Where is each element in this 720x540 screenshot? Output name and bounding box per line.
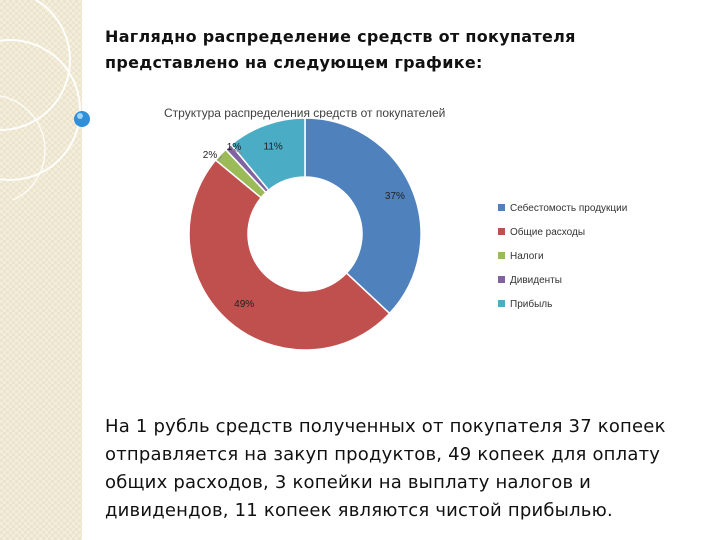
legend-swatch xyxy=(498,300,505,307)
legend-swatch xyxy=(498,252,505,259)
doughnut-slice xyxy=(188,159,391,351)
chart-legend: Себестомость продукции Общие расходы Налог… xyxy=(498,202,627,310)
legend-label: Налоги xyxy=(510,251,544,262)
slice-label: 37% xyxy=(385,191,405,202)
slide-heading: Наглядно распределение средств от покупа… xyxy=(105,27,576,72)
leader-line xyxy=(217,155,223,162)
legend-swatch xyxy=(498,204,505,211)
legend-label: Общие расходы xyxy=(510,226,585,238)
slice-label: 49% xyxy=(234,299,254,310)
chart-slices xyxy=(188,117,422,351)
legend-label: Прибыль xyxy=(510,298,552,310)
decorative-side-panel xyxy=(0,0,82,540)
slice-label: 2% xyxy=(203,150,218,161)
chart-title: Структура распределения средств от покуп… xyxy=(164,106,445,120)
chart-slice-labels: 37% 49% 2% 1% 11% xyxy=(203,142,405,310)
slice-label: 1% xyxy=(227,142,242,153)
decorative-circles xyxy=(0,0,90,200)
blue-dot-icon xyxy=(74,111,90,127)
legend-label: Себестомость продукции xyxy=(510,202,627,214)
slide-body-text: На 1 рубль средств полученных от покупат… xyxy=(105,416,666,521)
doughnut-chart: Структура распределения средств от покуп… xyxy=(164,106,627,351)
legend-label: Дивиденты xyxy=(510,275,562,286)
legend-swatch xyxy=(498,276,505,283)
doughnut-slice xyxy=(304,117,422,315)
slice-label: 11% xyxy=(264,142,283,153)
leader-line xyxy=(229,148,243,154)
doughnut-slice xyxy=(230,117,306,192)
legend-swatch xyxy=(498,228,505,235)
